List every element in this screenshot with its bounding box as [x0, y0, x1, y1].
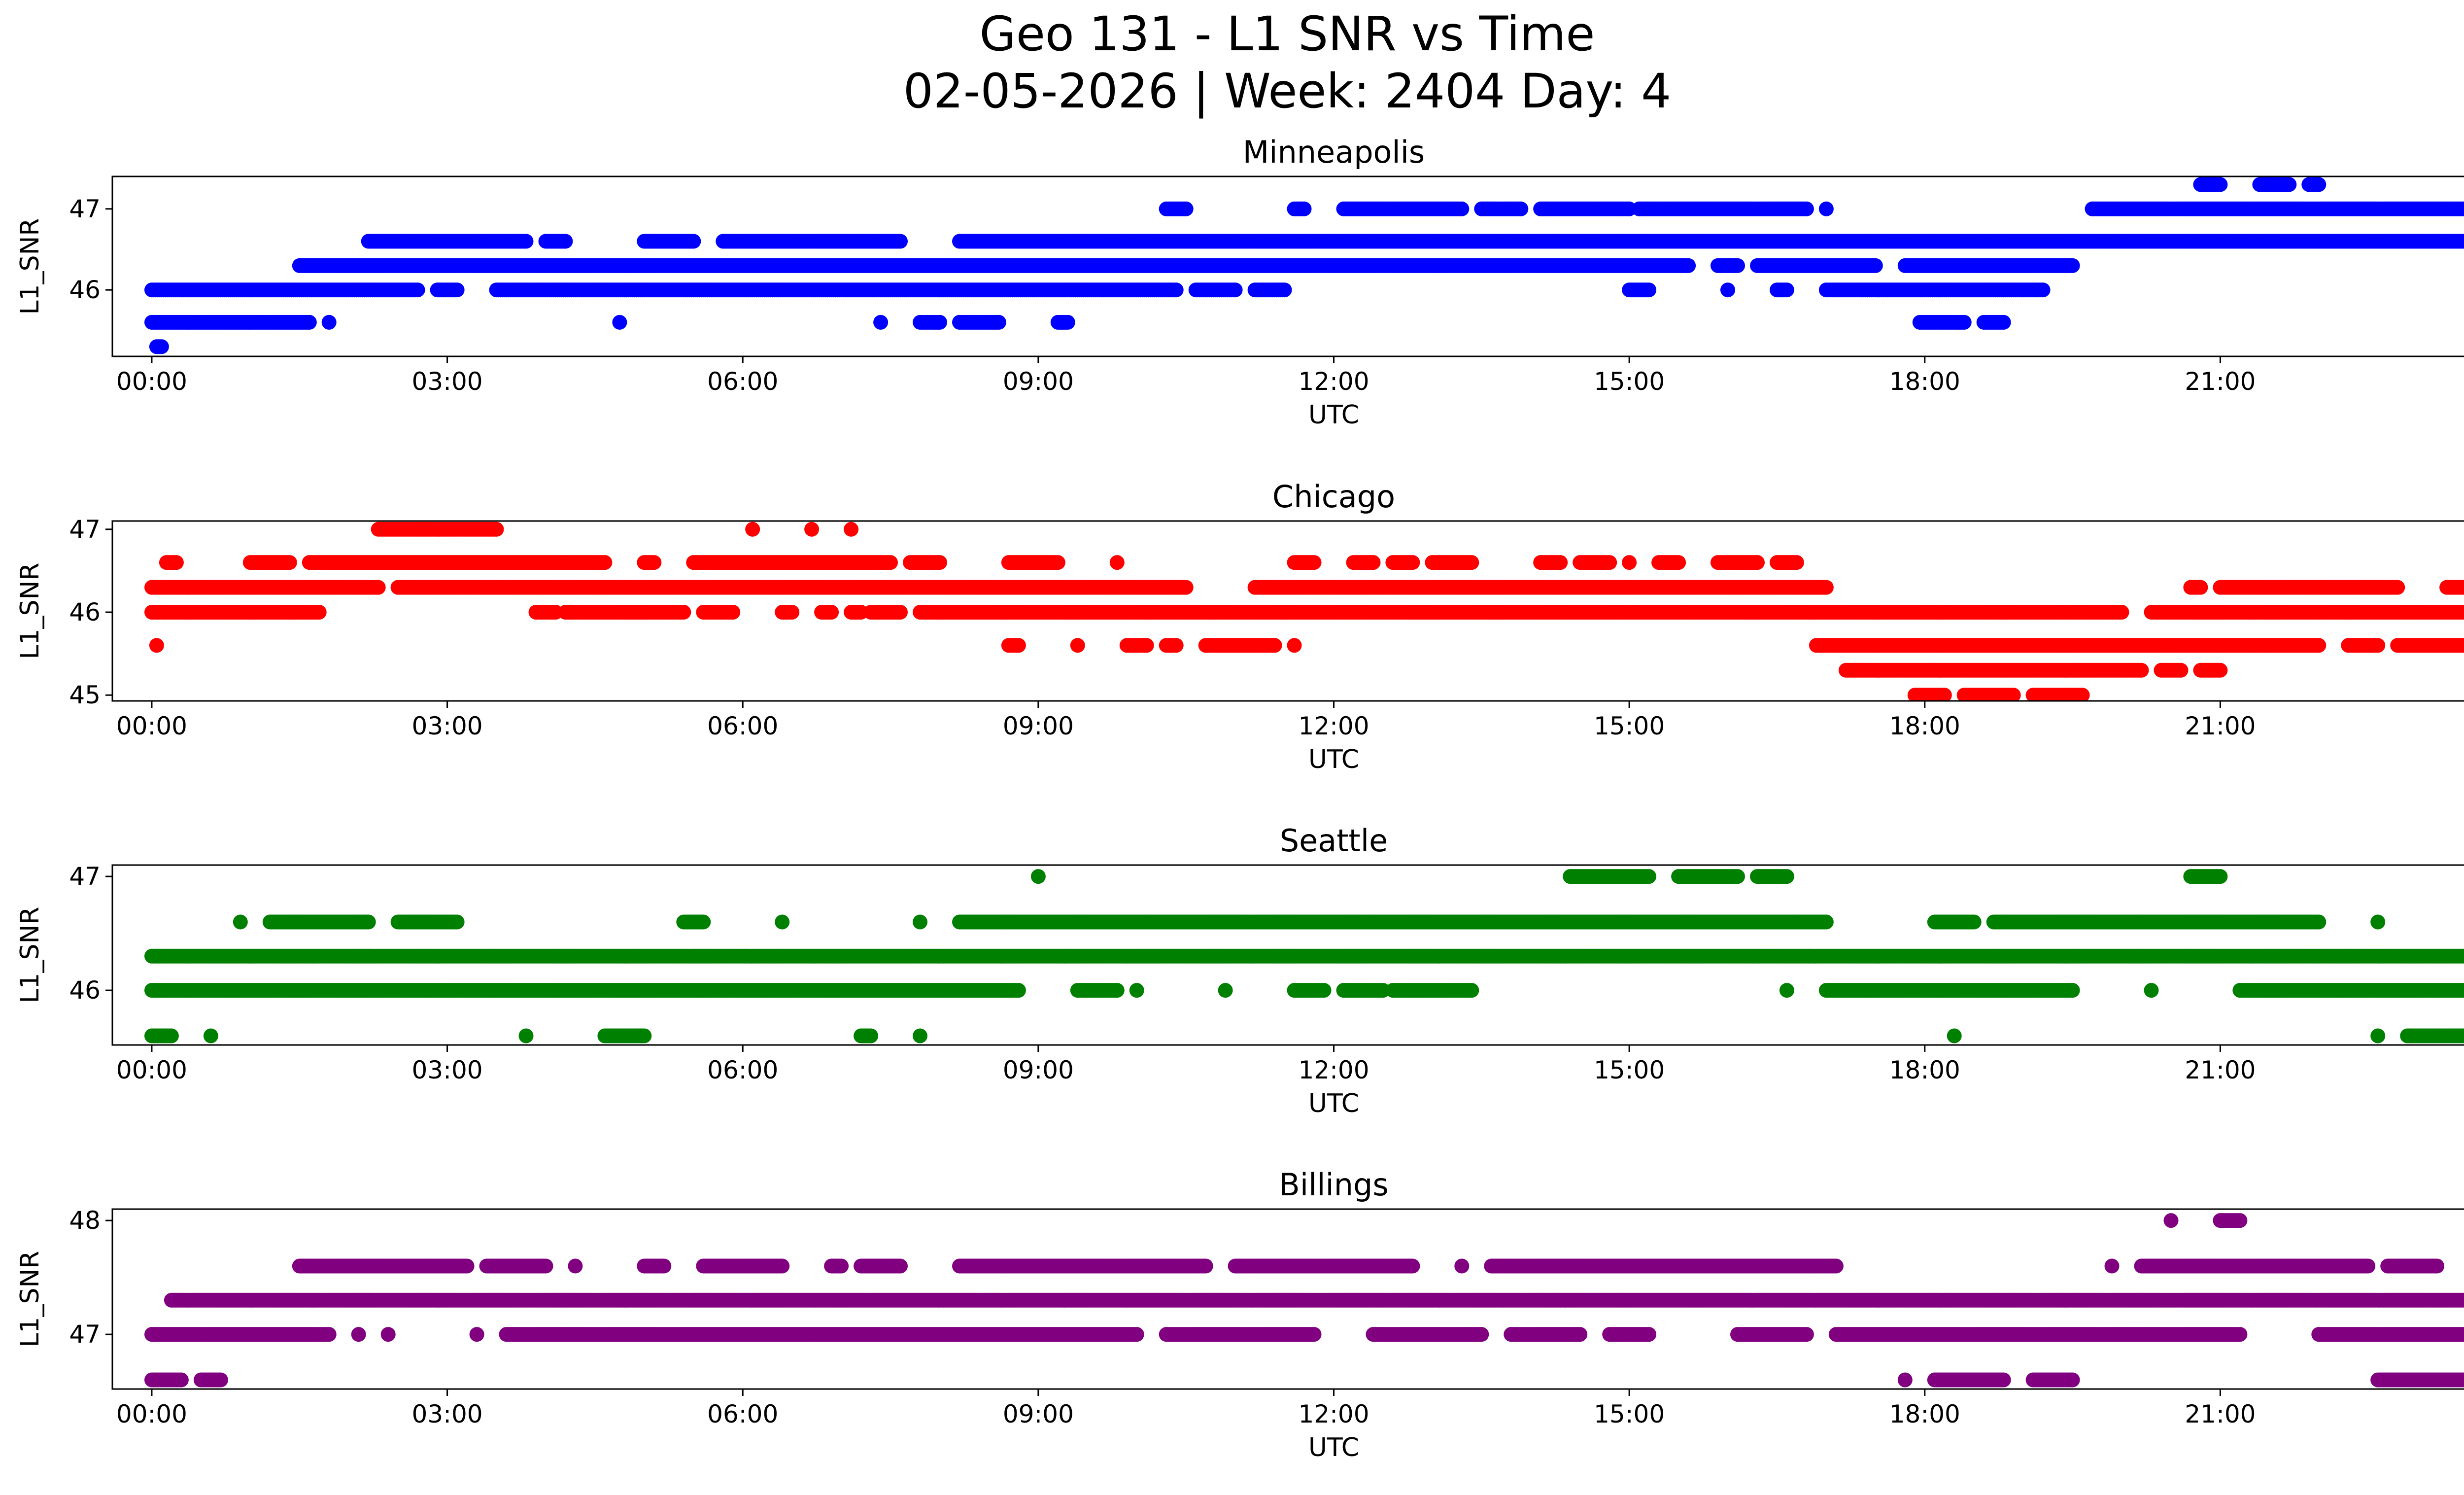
chart-0-point — [154, 339, 169, 354]
figure-title-line2: 02-05-2026 | Week: 2404 Day: 4 — [903, 64, 1672, 119]
chart-0-point — [932, 314, 947, 330]
chart-1-point — [1139, 638, 1154, 653]
chart-0-point — [2282, 177, 2297, 192]
chart-0-x-tick-label: 06:00 — [707, 367, 778, 396]
chart-0-x-tick-label: 15:00 — [1594, 367, 1665, 396]
chart-1-point — [311, 605, 327, 620]
chart-0-point — [1868, 258, 1883, 273]
chart-0-point — [321, 314, 337, 330]
chart-0-x-tick-label: 09:00 — [1003, 367, 1074, 396]
chart-0-x-tick-label: 00:00 — [116, 367, 187, 396]
chart-1-point — [149, 638, 164, 653]
chart-0-x-tick-label: 03:00 — [412, 367, 483, 396]
chart-0-point — [302, 314, 317, 330]
chart-1-point — [2006, 688, 2021, 701]
chart-1-point — [2461, 639, 2464, 652]
chart-1-point — [2213, 662, 2228, 678]
chart-0-point — [1720, 282, 1735, 298]
chart-0-point — [1996, 314, 2011, 330]
chart-1-point — [1168, 638, 1184, 653]
chart-1-title: Chicago — [1272, 479, 1395, 515]
chart-0-point — [2461, 203, 2464, 215]
chart-0-point — [1681, 258, 1696, 273]
chart-0-point — [2035, 282, 2051, 298]
chart-0-ylabel: L1_SNR — [15, 218, 45, 314]
chart-1-point — [2075, 688, 2090, 701]
chart-1-point — [725, 605, 741, 620]
chart-0-y-tick-label: 46 — [69, 276, 101, 304]
chart-1-point — [824, 605, 839, 620]
chart-1-point — [1011, 638, 1026, 653]
chart-0-point — [2461, 235, 2464, 247]
chart-0-x-tick-label: 18:00 — [1889, 367, 1960, 396]
chart-0-point — [1730, 258, 1745, 273]
chart-0-point — [1178, 201, 1194, 216]
chart-0-point — [2311, 177, 2327, 192]
chart-0-y-tick-label: 47 — [69, 195, 101, 223]
figure-title-line1: Geo 131 - L1 SNR vs Time — [980, 6, 1595, 62]
chart-0-point — [1818, 201, 1834, 216]
panel-minneapolis: Minneapolis 00:00 03:00 06:00 09:00 12:00 15:0… — [15, 134, 2464, 430]
chart-1-point — [1267, 638, 1282, 653]
chart-0-point — [1956, 314, 1972, 330]
chart-0-point — [1642, 282, 1657, 298]
chart-1-point — [2134, 662, 2149, 678]
chart-0-point — [449, 282, 465, 298]
chart-1-point — [1937, 688, 1952, 701]
chart-0-point — [1297, 201, 1312, 216]
chart-1-points — [144, 522, 2464, 701]
chart-0-xlabel: UTC — [1308, 400, 1359, 430]
chart-0-point — [686, 234, 701, 249]
chart-0-point — [1799, 201, 1814, 216]
chart-1-point — [1070, 638, 1085, 653]
chart-0-point — [2213, 177, 2228, 192]
chart-1-point — [2311, 638, 2327, 653]
chart-1-point — [2114, 605, 2129, 620]
chart-1-point — [2173, 662, 2189, 678]
chart-0-point — [518, 234, 534, 249]
chart-0-point — [410, 282, 425, 298]
chart-0-point — [1168, 282, 1184, 298]
chart-0-points — [144, 177, 2464, 354]
chart-1-point — [893, 605, 908, 620]
chart-0-point — [1060, 314, 1075, 330]
chart-1-point — [2370, 638, 2386, 653]
chart-0-point — [1454, 201, 1470, 216]
chart-1-point — [371, 580, 386, 595]
chart-0-x-tick-label: 12:00 — [1298, 367, 1369, 396]
chart-0-point — [612, 314, 627, 330]
chart-0-point — [991, 314, 1006, 330]
chart-0-point — [1228, 282, 1243, 298]
chart-0-title: Minneapolis — [1243, 134, 1425, 170]
chart-0-x-tick-label: 21:00 — [2185, 367, 2256, 396]
chart-0-point — [2065, 258, 2080, 273]
chart-0-point — [1513, 201, 1529, 216]
chart-0-point — [1277, 282, 1292, 298]
chart-0-point — [893, 234, 908, 249]
chart-0-point — [558, 234, 573, 249]
chart-1-point — [785, 605, 800, 620]
chart-1-point — [1287, 638, 1302, 653]
chart-1-point — [676, 605, 691, 620]
chart-0-point — [1779, 282, 1794, 298]
chart-0-point — [873, 314, 889, 330]
